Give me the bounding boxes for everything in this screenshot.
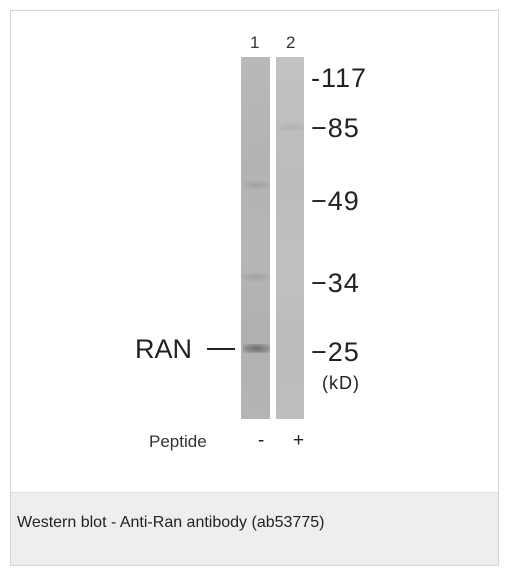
peptide-sign-lane-2: + (293, 430, 305, 451)
lane-2 (276, 57, 304, 419)
faint-band (278, 123, 304, 131)
image-caption: Western blot - Anti-Ran antibody (ab5377… (17, 514, 325, 531)
marker-85: −85 (311, 113, 360, 143)
marker-117: -117 (311, 63, 368, 93)
faint-band (243, 273, 270, 281)
peptide-sign-lane-1: - (258, 430, 265, 451)
ran-band (243, 344, 270, 353)
protein-pointer-line (207, 348, 235, 350)
marker-34: −34 (311, 268, 360, 298)
marker-25: −25 (311, 337, 360, 367)
caption-bar (11, 492, 498, 565)
faint-band (243, 181, 270, 189)
lane-number-1: 1 (250, 33, 260, 52)
unit-label: (kD) (322, 373, 360, 393)
peptide-label: Peptide (149, 432, 207, 451)
marker-49: −49 (311, 186, 360, 216)
western-blot-image: 1 2 -117 −85 −49 −34 −25 (kD) RAN Peptid… (11, 11, 498, 491)
protein-label: RAN (135, 334, 193, 364)
lane-1 (241, 57, 270, 419)
figure-card: 1 2 -117 −85 −49 −34 −25 (kD) RAN Peptid… (10, 10, 499, 566)
lane-number-2: 2 (286, 33, 296, 52)
